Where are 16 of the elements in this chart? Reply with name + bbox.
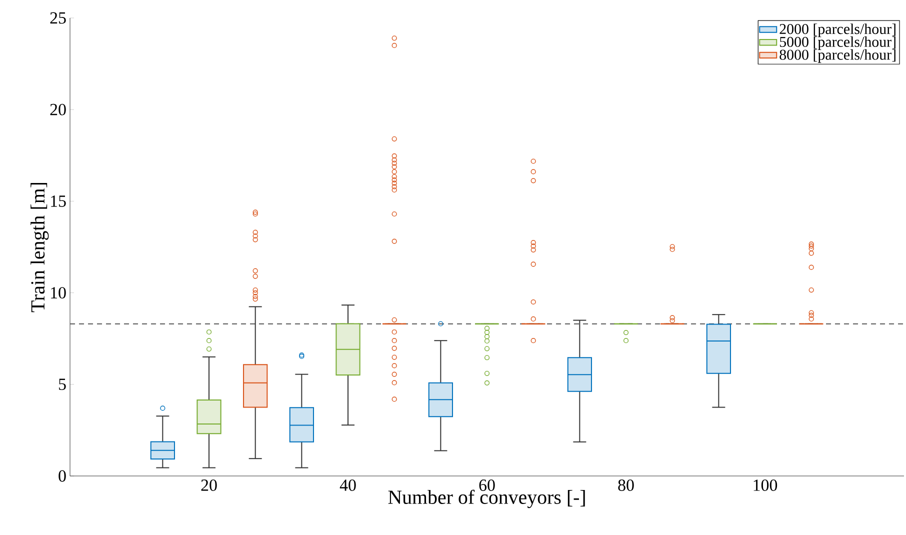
x-axis-title: Number of conveyors [-] (388, 490, 585, 508)
x-tick-label: 20 (201, 480, 217, 491)
y-tick-label: 5 (59, 378, 66, 390)
legend-label: 5000 [parcels/hour] (780, 36, 896, 50)
legend-label: 8000 [parcels/hour] (780, 49, 896, 63)
y-tick-label: 25 (50, 12, 66, 24)
y-axis-title: Train length [m] (30, 182, 49, 312)
x-tick-label: 40 (340, 480, 356, 491)
x-tick-label: 100 (754, 480, 778, 491)
x-tick-label: 80 (618, 480, 634, 491)
x-tick-label: 60 (479, 480, 495, 491)
y-tick-label: 0 (58, 470, 66, 482)
y-tick-label: 10 (51, 287, 66, 299)
legend-label: 2000 [parcels/hour] (780, 24, 896, 38)
y-tick-label: 15 (51, 196, 66, 207)
y-tick-label: 20 (50, 104, 66, 116)
